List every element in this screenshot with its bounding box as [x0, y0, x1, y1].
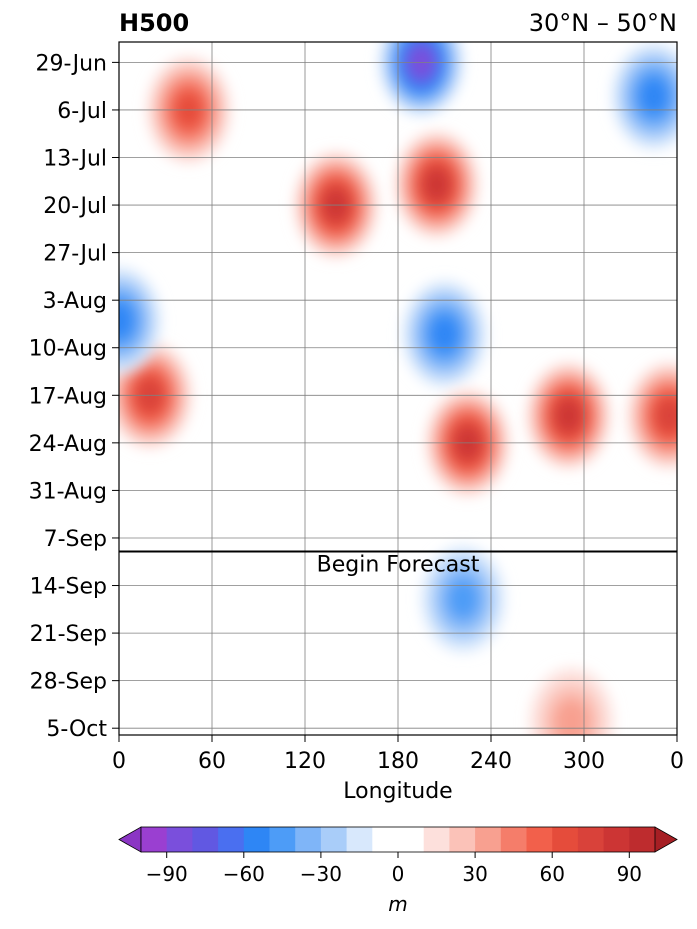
y-tick-label: 28-Sep: [30, 670, 107, 695]
colorbar-segment: [577, 827, 605, 852]
field-feature-5: [119, 267, 161, 374]
colorbar: −90 −60 −30 0 30 60 90: [118, 826, 678, 886]
colorbar-extend-low: [118, 826, 142, 853]
colorbar-tick-label: 90: [617, 862, 642, 886]
colorbar-segment: [629, 827, 656, 852]
colorbar-tick-label: 30: [462, 862, 487, 886]
colorbar-segment: [320, 827, 348, 852]
field-feature-4: [119, 342, 192, 449]
grid-lines: [119, 42, 677, 735]
x-tick-label: 240: [470, 749, 512, 774]
colorbar-segment: [449, 827, 476, 852]
x-tick-label: 60: [198, 749, 226, 774]
y-tick-label: 27-Jul: [43, 242, 107, 267]
x-tick-label: 0: [670, 749, 684, 774]
y-tick-label: 24-Aug: [29, 432, 107, 457]
x-axis-ticks: 0 60 120 180 240 300 0: [112, 735, 684, 774]
field-feature-10: [612, 43, 677, 150]
colorbar-segment: [192, 827, 219, 852]
colorbar-segment: [295, 827, 322, 852]
colorbar-segment: [166, 827, 193, 852]
colorbar-segment: [346, 827, 373, 852]
colorbar-segment: [243, 827, 270, 852]
plot-area: Begin Forecast: [118, 41, 678, 736]
field-feature-0: [379, 42, 463, 116]
x-tick-label: 0: [112, 749, 126, 774]
chart-title-left: H500: [119, 9, 189, 37]
colorbar-segment: [500, 827, 527, 852]
field-feature-1: [395, 131, 479, 238]
colorbar-tick-label: −90: [146, 862, 188, 886]
colorbar-segment: [269, 827, 296, 852]
colorbar-segment: [475, 827, 502, 852]
y-tick-label: 6-Jul: [57, 99, 107, 124]
y-tick-label: 17-Aug: [29, 384, 107, 409]
field-feature-12: [530, 668, 613, 735]
colorbar-label: m: [388, 892, 407, 916]
y-tick-label: 21-Sep: [30, 622, 107, 647]
colorbar-segment: [141, 827, 168, 852]
colorbar-extend-high: [654, 826, 678, 853]
forecast-label: Begin Forecast: [317, 553, 480, 578]
colorbar-tick-label: −60: [223, 862, 265, 886]
colorbar-segment: [218, 827, 245, 852]
colorbar-tick-label: 60: [539, 862, 564, 886]
y-tick-label: 14-Sep: [30, 575, 107, 600]
y-tick-label: 20-Jul: [43, 194, 107, 219]
y-tick-label: 13-Jul: [43, 147, 107, 172]
y-axis-ticks: 29-Jun 6-Jul 13-Jul 20-Jul 27-Jul 3-Aug 10-Aug…: [29, 51, 119, 742]
x-tick-label: 300: [563, 749, 605, 774]
colorbar-segment: [603, 827, 630, 852]
y-tick-label: 29-Jun: [35, 51, 107, 76]
colorbar-tick-label: 0: [392, 862, 405, 886]
field-feature-11: [421, 546, 505, 653]
chart-title-right: 30°N – 50°N: [529, 9, 677, 37]
x-axis-label: Longitude: [343, 779, 452, 804]
x-tick-label: 180: [377, 749, 419, 774]
colorbar-segment: [552, 827, 579, 852]
x-tick-label: 120: [284, 749, 326, 774]
colorbar-segment: [526, 827, 553, 852]
y-tick-label: 10-Aug: [29, 337, 107, 362]
y-tick-label: 5-Oct: [46, 717, 107, 742]
y-tick-label: 31-Aug: [29, 479, 107, 504]
y-tick-label: 7-Sep: [44, 527, 107, 552]
field-feature-8: [527, 362, 610, 469]
colorbar-segment: [423, 827, 450, 852]
y-tick-label: 3-Aug: [43, 289, 107, 314]
contour-field: [119, 42, 677, 735]
field-feature-6: [403, 281, 486, 388]
colorbar-segment: [372, 827, 425, 852]
colorbar-tick-label: −30: [300, 862, 342, 886]
